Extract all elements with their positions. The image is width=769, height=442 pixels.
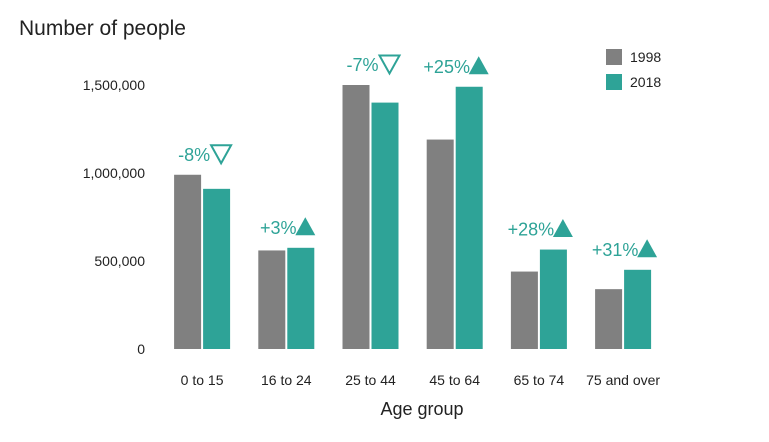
- legend: 1998 2018: [606, 49, 661, 90]
- increase-triangle-icon: [468, 56, 489, 75]
- x-tick-label: 0 to 15: [181, 372, 224, 388]
- x-tick-label: 65 to 74: [514, 372, 565, 388]
- change-label: +25%: [423, 57, 470, 77]
- increase-triangle-icon: [295, 217, 316, 236]
- x-tick-label: 25 to 44: [345, 372, 396, 388]
- bar-2018-0-to-15: [203, 188, 231, 349]
- bar-1998-65-to-74: [510, 271, 538, 349]
- bar-1998-75-and-over: [595, 289, 623, 349]
- change-label: +31%: [592, 240, 639, 260]
- change-label: -7%: [346, 55, 378, 75]
- legend-swatch: [606, 49, 622, 65]
- legend-label: 1998: [630, 49, 661, 65]
- y-tick-label: 1,500,000: [83, 77, 145, 93]
- x-axis-ticks: 0 to 15 16 to 24 25 to 44 45 to 64 65 to 74 7…: [181, 372, 661, 388]
- change-label: +3%: [260, 218, 297, 238]
- bar-2018-16-to-24: [287, 247, 315, 349]
- bar-2018-65-to-74: [539, 249, 567, 349]
- y-tick-label: 1,000,000: [83, 165, 145, 181]
- x-tick-label: 16 to 24: [261, 372, 312, 388]
- y-axis-ticks: 0 500,000 1,000,000 1,500,000: [83, 77, 146, 357]
- legend-swatch: [606, 74, 622, 90]
- change-label: -8%: [178, 145, 210, 165]
- increase-triangle-icon: [637, 239, 658, 258]
- legend-label: 2018: [630, 74, 661, 90]
- x-tick-label: 45 to 64: [429, 372, 480, 388]
- x-axis-label: Age group: [380, 399, 463, 419]
- bars: [174, 85, 652, 349]
- y-tick-label: 500,000: [94, 253, 145, 269]
- x-tick-label: 75 and over: [586, 372, 660, 388]
- decrease-triangle-icon: [209, 144, 233, 166]
- y-tick-label: 0: [137, 341, 145, 357]
- change-label: +28%: [508, 220, 555, 240]
- bar-2018-45-to-64: [455, 86, 483, 349]
- bar-1998-16-to-24: [258, 250, 286, 349]
- bar-2018-25-to-44: [371, 102, 399, 349]
- bar-2018-75-and-over: [624, 269, 652, 349]
- increase-triangle-icon: [552, 219, 573, 238]
- bar-1998-45-to-64: [426, 139, 454, 349]
- bar-1998-0-to-15: [174, 174, 202, 349]
- decrease-triangle-icon: [377, 54, 402, 76]
- y-axis-label: Number of people: [19, 17, 186, 40]
- bar-1998-25-to-44: [342, 85, 370, 349]
- change-annotations: -8% +3% -7% +25% +28% +31%: [178, 54, 658, 260]
